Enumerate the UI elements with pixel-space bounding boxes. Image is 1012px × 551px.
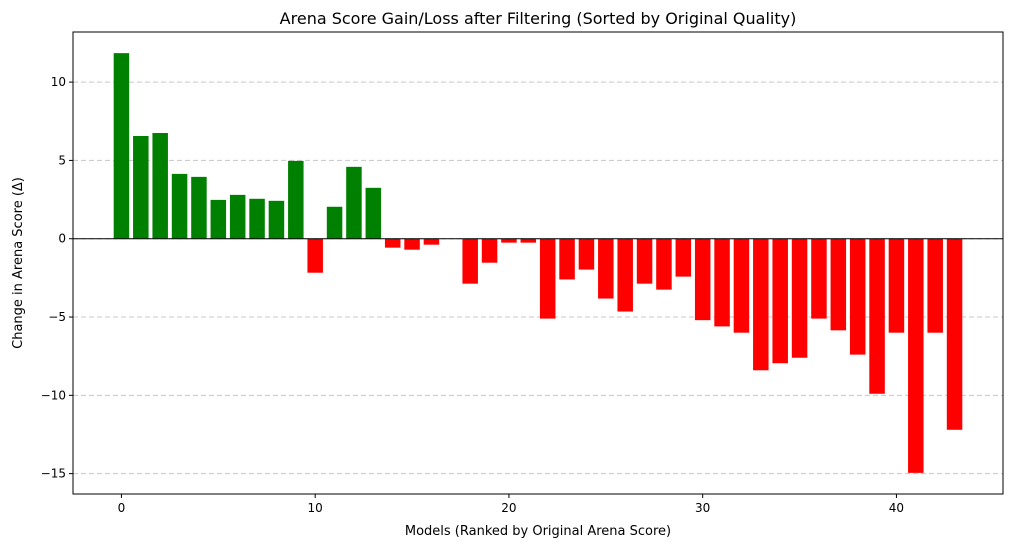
bar [753, 238, 769, 371]
bar [772, 238, 788, 364]
bar [559, 238, 575, 280]
bar [365, 187, 382, 239]
bar [539, 238, 556, 319]
y-tick-label: 0 [58, 232, 66, 246]
bar [249, 198, 265, 239]
y-tick-label: −5 [48, 310, 66, 324]
y-tick-label: 10 [51, 75, 66, 89]
y-tick-label: −15 [41, 467, 66, 481]
plot-frame [72, 31, 1004, 495]
chart-title: Arena Score Gain/Loss after Filtering (S… [280, 9, 797, 28]
bar [384, 238, 401, 248]
bar [152, 133, 168, 239]
bar [849, 238, 866, 355]
bar [288, 160, 304, 239]
bar [617, 238, 633, 312]
x-tick-label: 20 [501, 501, 516, 515]
y-axis-label: Change in Arena Score (Δ) [11, 177, 26, 349]
bar [307, 238, 323, 273]
bar [404, 238, 420, 250]
y-tick-label: 5 [58, 153, 66, 167]
bar [462, 238, 478, 284]
bar [171, 173, 188, 239]
bar [346, 166, 362, 239]
bar [811, 238, 827, 319]
bar [423, 238, 440, 245]
bar [520, 238, 537, 243]
x-tick-label: 40 [889, 501, 904, 515]
x-tick-label: 0 [118, 501, 126, 515]
bar [927, 238, 943, 333]
bar [229, 194, 246, 239]
bar [888, 238, 905, 333]
y-tick-label: −10 [41, 388, 66, 402]
bar [113, 53, 130, 239]
bar [675, 238, 692, 277]
bar [946, 238, 963, 430]
y-axis-ticks: 10 5 0 −5 −10 −15 [41, 75, 73, 481]
bar [733, 238, 750, 333]
bar [501, 238, 517, 243]
bar [133, 135, 149, 239]
bar [481, 238, 498, 263]
x-tick-label: 10 [308, 501, 323, 515]
bar [656, 238, 672, 290]
bar [714, 238, 730, 327]
bar [578, 238, 595, 270]
bar [908, 238, 924, 473]
bar [830, 238, 847, 331]
bar [869, 238, 885, 394]
x-axis-label: Models (Ranked by Original Arena Score) [405, 524, 671, 539]
bar [268, 200, 285, 239]
bars [113, 53, 963, 473]
x-tick-label: 30 [695, 501, 710, 515]
bar [694, 238, 711, 321]
bar [636, 238, 653, 284]
bar [791, 238, 808, 358]
bar [210, 199, 227, 239]
bar [598, 238, 614, 299]
bar [191, 176, 207, 239]
x-axis-ticks: 0 10 20 30 40 [118, 494, 904, 515]
bar [326, 206, 343, 239]
